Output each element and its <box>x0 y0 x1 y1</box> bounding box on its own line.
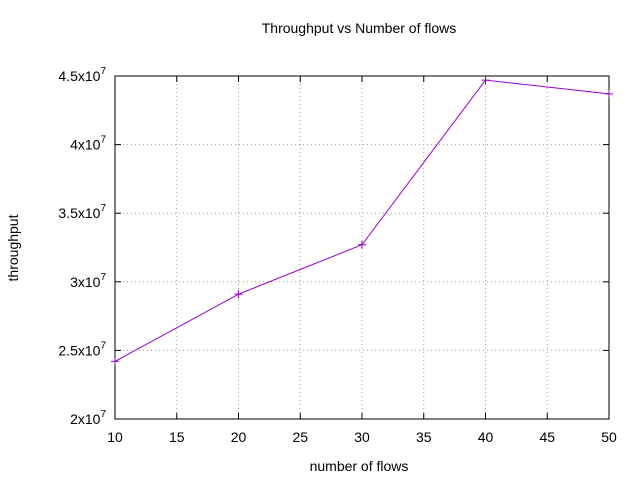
x-tick-label: 15 <box>169 429 185 445</box>
data-point-marker <box>358 240 366 249</box>
x-axis-label: number of flows <box>310 458 409 474</box>
y-tick-exponent: 7 <box>100 340 106 351</box>
x-tick-label: 50 <box>601 429 617 445</box>
y-tick-label: 2.5x107 <box>58 340 106 358</box>
y-tick-label: 4.5x107 <box>58 66 106 84</box>
x-tick-label: 35 <box>416 429 432 445</box>
y-tick-mantissa: 2.5x10 <box>58 342 100 358</box>
y-tick-mantissa: 3x10 <box>70 274 101 290</box>
y-tick-exponent: 7 <box>100 135 106 146</box>
x-tick-labels: 10 15 20 25 30 35 40 45 50 <box>107 429 617 445</box>
x-tick-label: 30 <box>354 429 370 445</box>
series-layer <box>111 76 613 366</box>
y-tick-label: 4x107 <box>70 135 106 153</box>
y-tick-exponent: 7 <box>100 409 106 420</box>
data-point-marker <box>605 89 613 98</box>
tick-marks <box>114 75 610 420</box>
x-tick-label: 10 <box>107 429 123 445</box>
data-point-marker <box>234 290 243 299</box>
y-tick-exponent: 7 <box>100 66 106 77</box>
y-tick-label: 3x107 <box>70 272 106 290</box>
data-point-marker <box>481 76 490 85</box>
y-tick-mantissa: 2x10 <box>70 411 101 427</box>
y-axis-label: throughput <box>5 214 21 281</box>
y-tick-exponent: 7 <box>100 272 106 283</box>
x-tick-label: 45 <box>539 429 555 445</box>
y-tick-mantissa: 4.5x10 <box>58 68 100 84</box>
y-tick-label: 3.5x107 <box>58 203 106 221</box>
x-tick-label: 20 <box>231 429 247 445</box>
y-tick-exponent: 7 <box>100 203 106 214</box>
x-tick-label: 40 <box>478 429 494 445</box>
y-tick-mantissa: 4x10 <box>70 137 101 153</box>
x-tick-label: 25 <box>292 429 308 445</box>
chart-title: Throughput vs Number of flows <box>262 20 457 36</box>
y-tick-label: 2x107 <box>70 409 106 427</box>
y-tick-mantissa: 3.5x10 <box>58 205 100 221</box>
data-point-marker <box>111 357 119 366</box>
